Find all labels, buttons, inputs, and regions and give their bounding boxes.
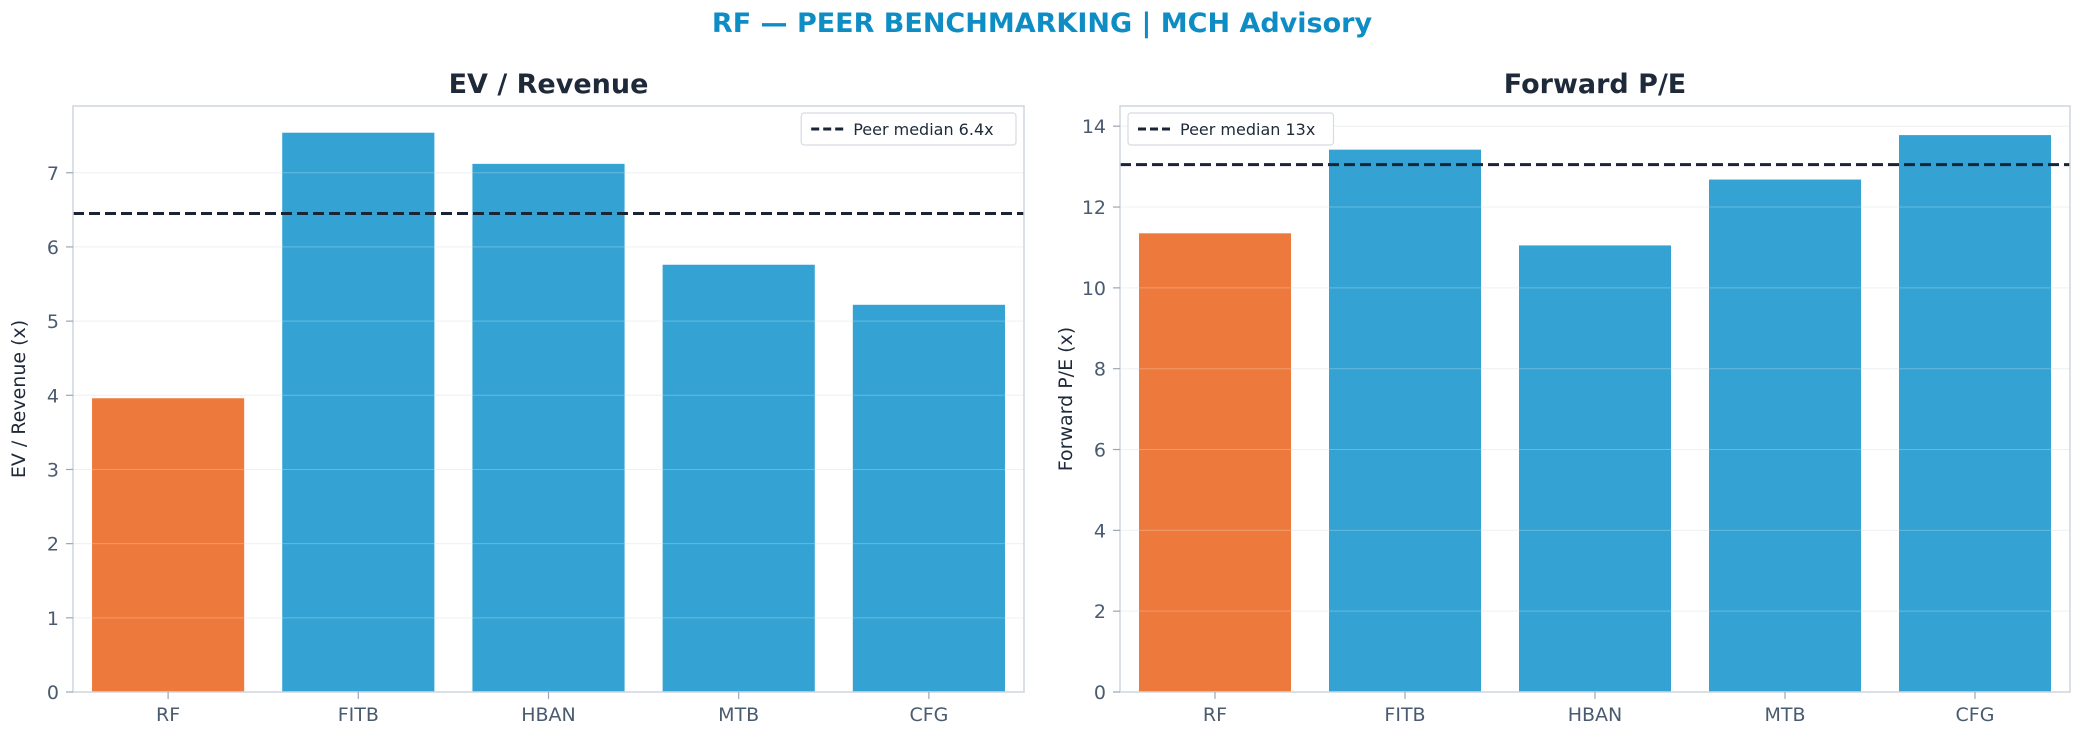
figure-title: RF — PEER BENCHMARKING | MCH Advisory bbox=[711, 8, 1373, 39]
panel-title: EV / Revenue bbox=[449, 69, 649, 100]
y-tick-label: 2 bbox=[47, 534, 59, 556]
legend-box bbox=[1127, 112, 1335, 146]
y-axis-label: Forward P/E (x) bbox=[1055, 327, 1077, 471]
bar-cfg bbox=[852, 304, 1005, 692]
bar-fitb bbox=[282, 132, 435, 692]
legend-label: Peer median 6.4x bbox=[853, 120, 993, 139]
y-tick-label: 6 bbox=[47, 237, 59, 259]
x-tick-label: CFG bbox=[909, 704, 948, 726]
x-tick-label: FITB bbox=[1384, 704, 1425, 726]
y-tick-label: 12 bbox=[1082, 197, 1106, 219]
x-tick-label: MTB bbox=[1764, 704, 1805, 726]
x-tick-label: HBAN bbox=[1568, 704, 1623, 726]
bar-cfg bbox=[1899, 135, 2051, 693]
y-tick-label: 0 bbox=[1094, 682, 1106, 704]
bar-rf bbox=[92, 398, 245, 692]
y-tick-label: 8 bbox=[1094, 359, 1106, 381]
panel-title: Forward P/E bbox=[1504, 69, 1687, 100]
y-tick-label: 4 bbox=[1094, 520, 1106, 542]
y-tick-label: 4 bbox=[47, 385, 59, 407]
legend: Peer median 6.4x bbox=[800, 112, 1017, 146]
y-tick-label: 10 bbox=[1082, 278, 1106, 300]
x-tick-label: MTB bbox=[718, 704, 759, 726]
y-tick-label: 3 bbox=[47, 459, 59, 481]
x-tick-label: RF bbox=[156, 704, 180, 726]
y-tick-label: 7 bbox=[47, 163, 59, 185]
y-axis-label: EV / Revenue (x) bbox=[8, 320, 30, 478]
y-tick-label: 1 bbox=[47, 608, 59, 630]
y-tick-label: 0 bbox=[47, 682, 59, 704]
chart-panel-2: 0 2 4 6 8 10 12 14 RF FITB HBAN MTB CFG Forward P/E Fo… bbox=[1055, 69, 2071, 726]
y-tick-label: 14 bbox=[1082, 116, 1106, 138]
chart-panel-1: 0 1 2 3 4 5 6 7 RF FITB HBAN MTB CFG EV / Revenue EV /… bbox=[8, 69, 1025, 726]
x-tick-label: FITB bbox=[338, 704, 379, 726]
legend-label: Peer median 13x bbox=[1180, 120, 1315, 139]
bar-fitb bbox=[1329, 149, 1481, 692]
bar-mtb bbox=[1709, 179, 1861, 692]
y-tick-label: 2 bbox=[1094, 601, 1106, 623]
bar-rf bbox=[1139, 233, 1291, 692]
y-tick-label: 5 bbox=[47, 311, 59, 333]
x-tick-label: RF bbox=[1203, 704, 1227, 726]
bar-hban bbox=[472, 163, 625, 693]
legend-box bbox=[800, 112, 1017, 146]
x-tick-label: CFG bbox=[1956, 704, 1995, 726]
bar-hban bbox=[1519, 245, 1671, 692]
x-tick-label: HBAN bbox=[521, 704, 576, 726]
legend: Peer median 13x bbox=[1127, 112, 1335, 146]
y-tick-label: 6 bbox=[1094, 440, 1106, 462]
bar-mtb bbox=[662, 264, 815, 692]
